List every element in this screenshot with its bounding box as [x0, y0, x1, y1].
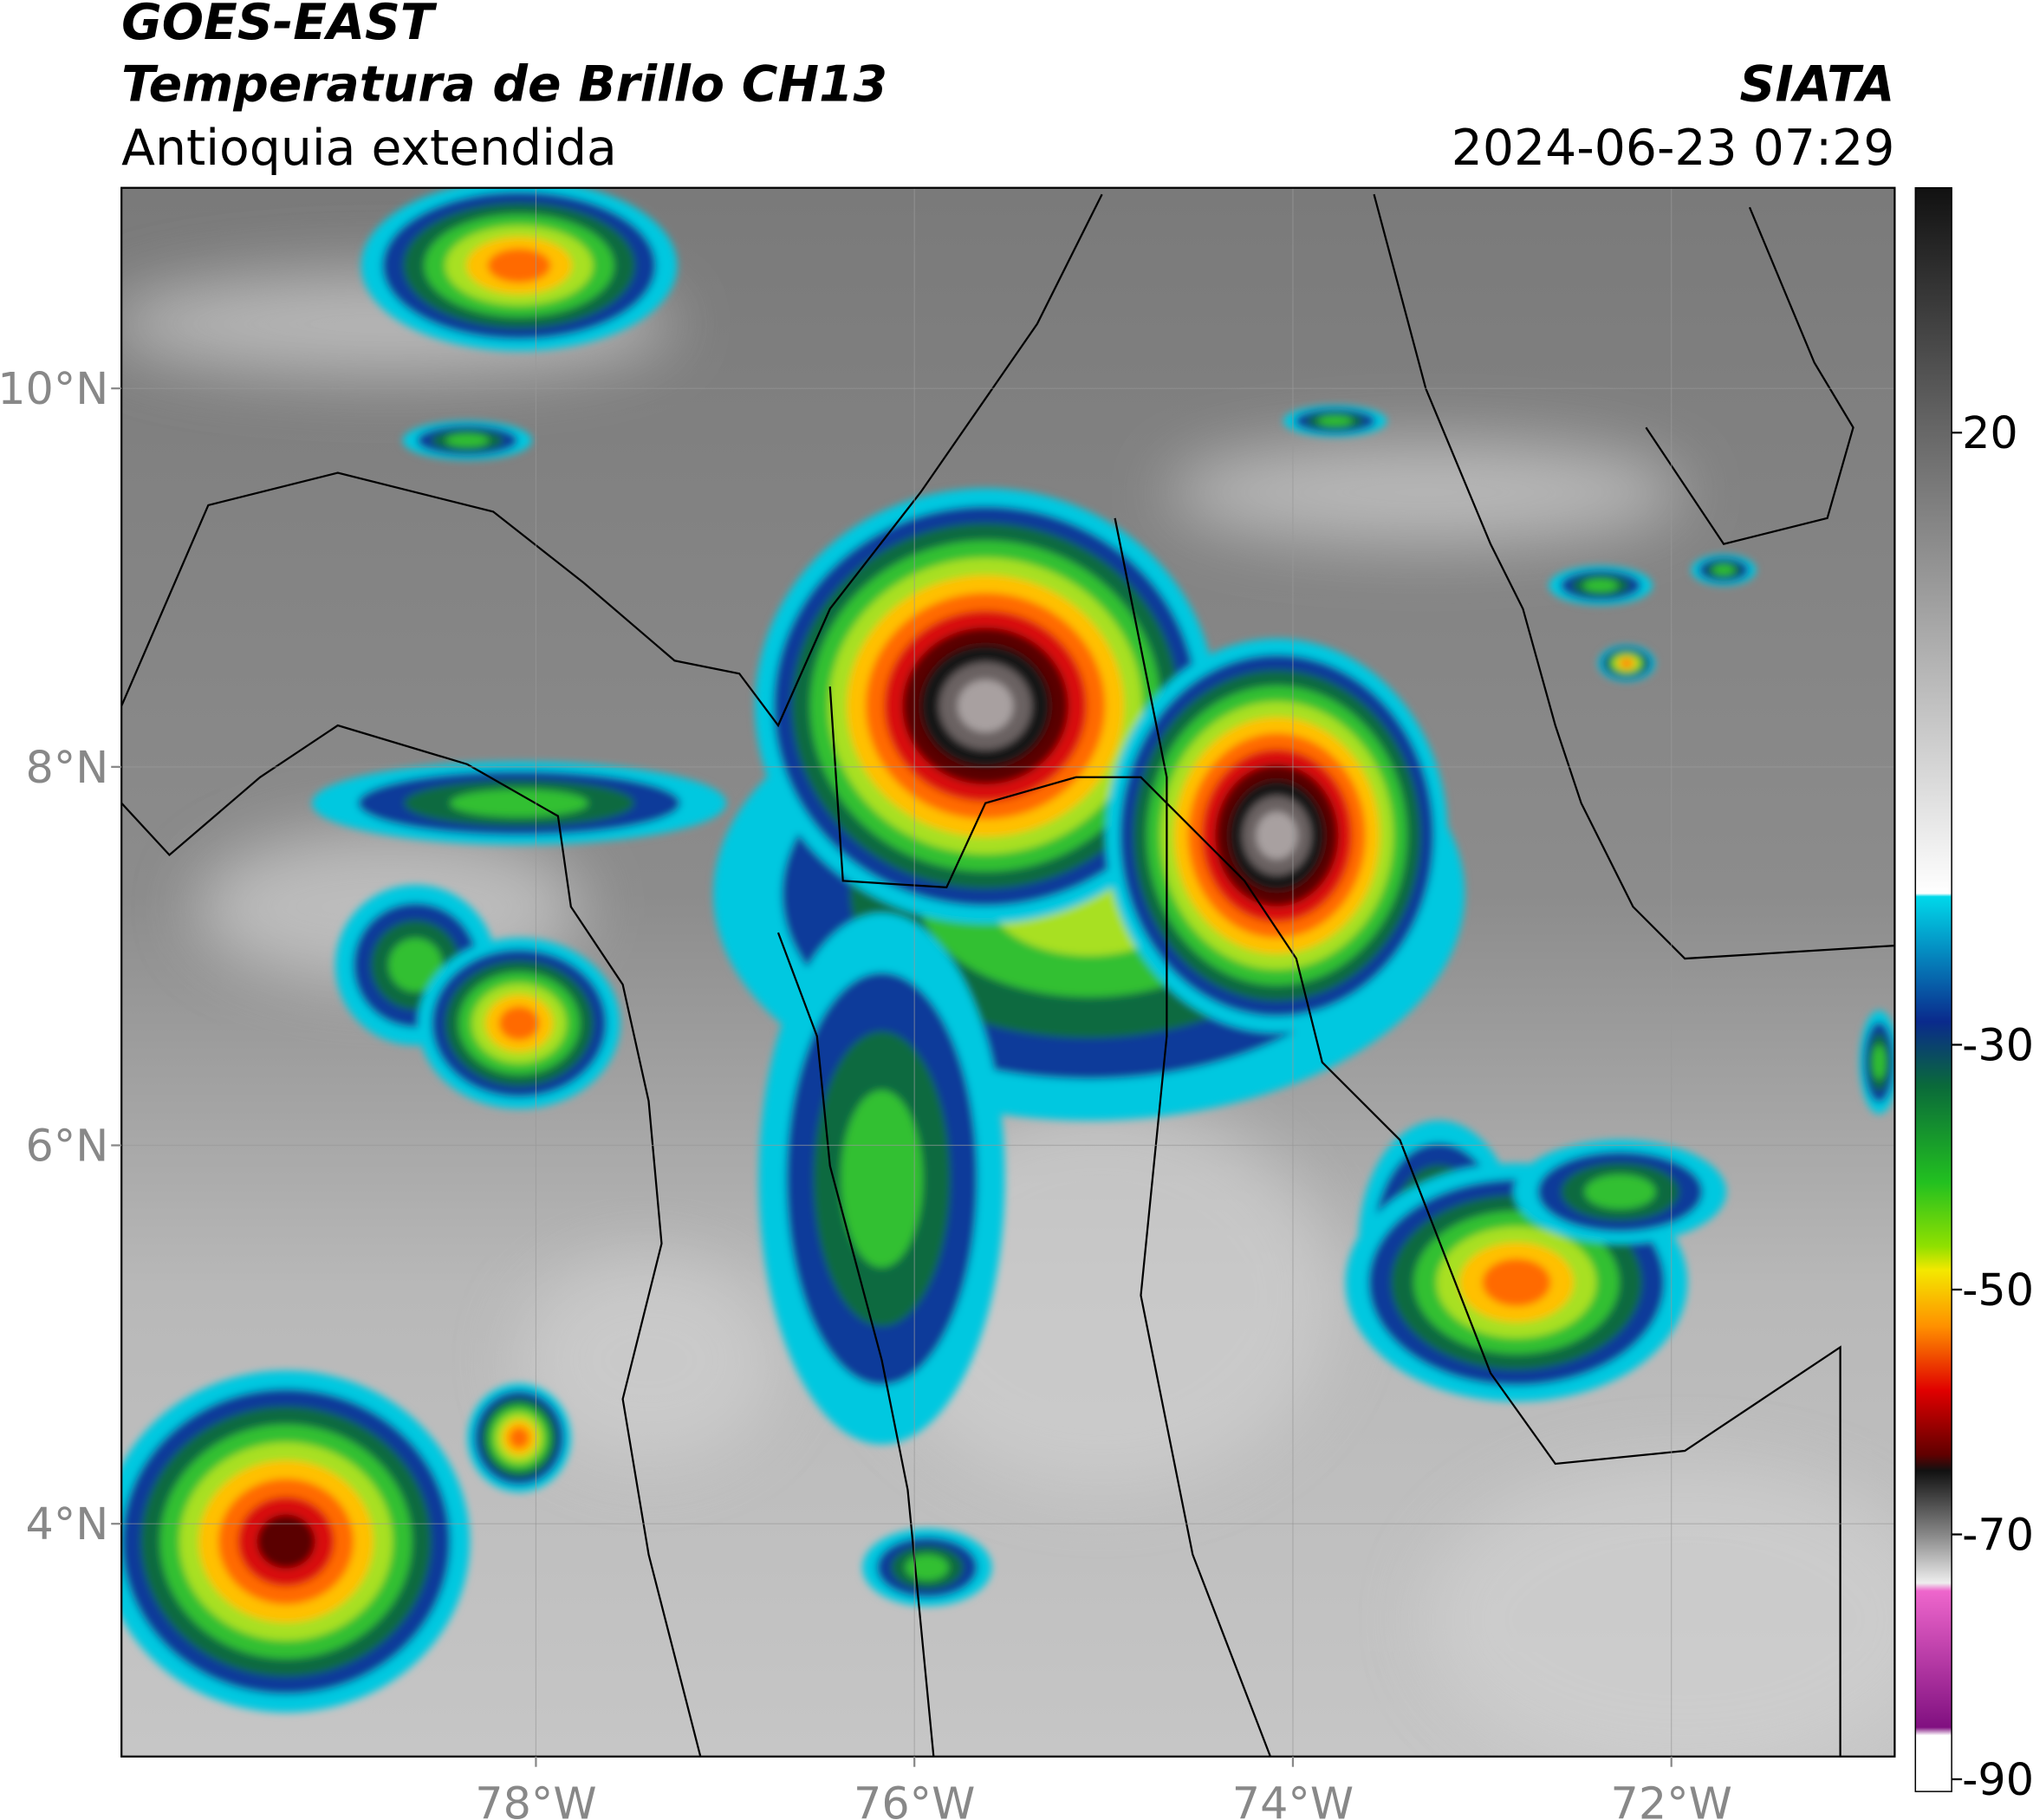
x-tick-label: 78°W	[475, 1778, 596, 1820]
cloud-level	[1621, 660, 1633, 667]
cloud-level	[450, 789, 588, 817]
cloud-level	[1317, 415, 1353, 426]
cloud-level	[841, 1090, 923, 1268]
cloud-level	[905, 1554, 949, 1581]
cloud-level	[388, 938, 443, 992]
storm-cells	[121, 187, 1895, 1713]
map-frame	[120, 186, 1896, 1758]
cloud-level	[257, 1514, 315, 1569]
y-tick-label: 8°N	[26, 742, 109, 793]
colorbar-tick-label: -90	[1962, 1754, 2033, 1805]
cloud-level	[487, 248, 551, 283]
subtitle: Temperatura de Brillo CH13	[121, 56, 887, 114]
colorbar-tick-label: -30	[1962, 1019, 2033, 1070]
cloud-level	[1712, 564, 1735, 575]
title: GOES-EAST	[121, 0, 438, 51]
colorbar-tick-label: 20	[1962, 407, 2018, 458]
colorbar-tick-label: -50	[1962, 1264, 2033, 1316]
y-tick-label: 6°N	[26, 1120, 109, 1171]
region: Antioquia extendida	[121, 120, 617, 177]
colorbar	[1914, 186, 1952, 1792]
cloud-level	[1872, 1044, 1886, 1080]
cloud-level	[1583, 579, 1619, 593]
colorbar-tick-label: -70	[1962, 1509, 2033, 1560]
cloud-level	[1256, 811, 1298, 860]
cloud-level	[1482, 1258, 1551, 1307]
datetime: 2024-06-23 07:29	[1452, 120, 1895, 177]
y-tick-label: 4°N	[26, 1498, 109, 1550]
gridlines	[121, 187, 1895, 1757]
x-tick-label: 72°W	[1611, 1778, 1732, 1820]
cloud-level	[958, 679, 1014, 732]
cloud-level	[498, 1006, 540, 1041]
borders	[121, 193, 1895, 1757]
cloud-level	[445, 433, 490, 447]
x-tick-label: 74°W	[1232, 1778, 1354, 1820]
x-tick-label: 76°W	[854, 1778, 975, 1820]
y-tick-label: 10°N	[0, 363, 108, 414]
axes: 78°W 76°W 74°W 72°W 4°N 6°N 8°N 10°N 20 -30 -50 -70…	[0, 363, 2033, 1820]
satellite-image	[121, 187, 1895, 1757]
source: SIATA	[1740, 56, 1895, 114]
cloud-level	[509, 1427, 530, 1449]
cloud-level	[1584, 1174, 1656, 1210]
